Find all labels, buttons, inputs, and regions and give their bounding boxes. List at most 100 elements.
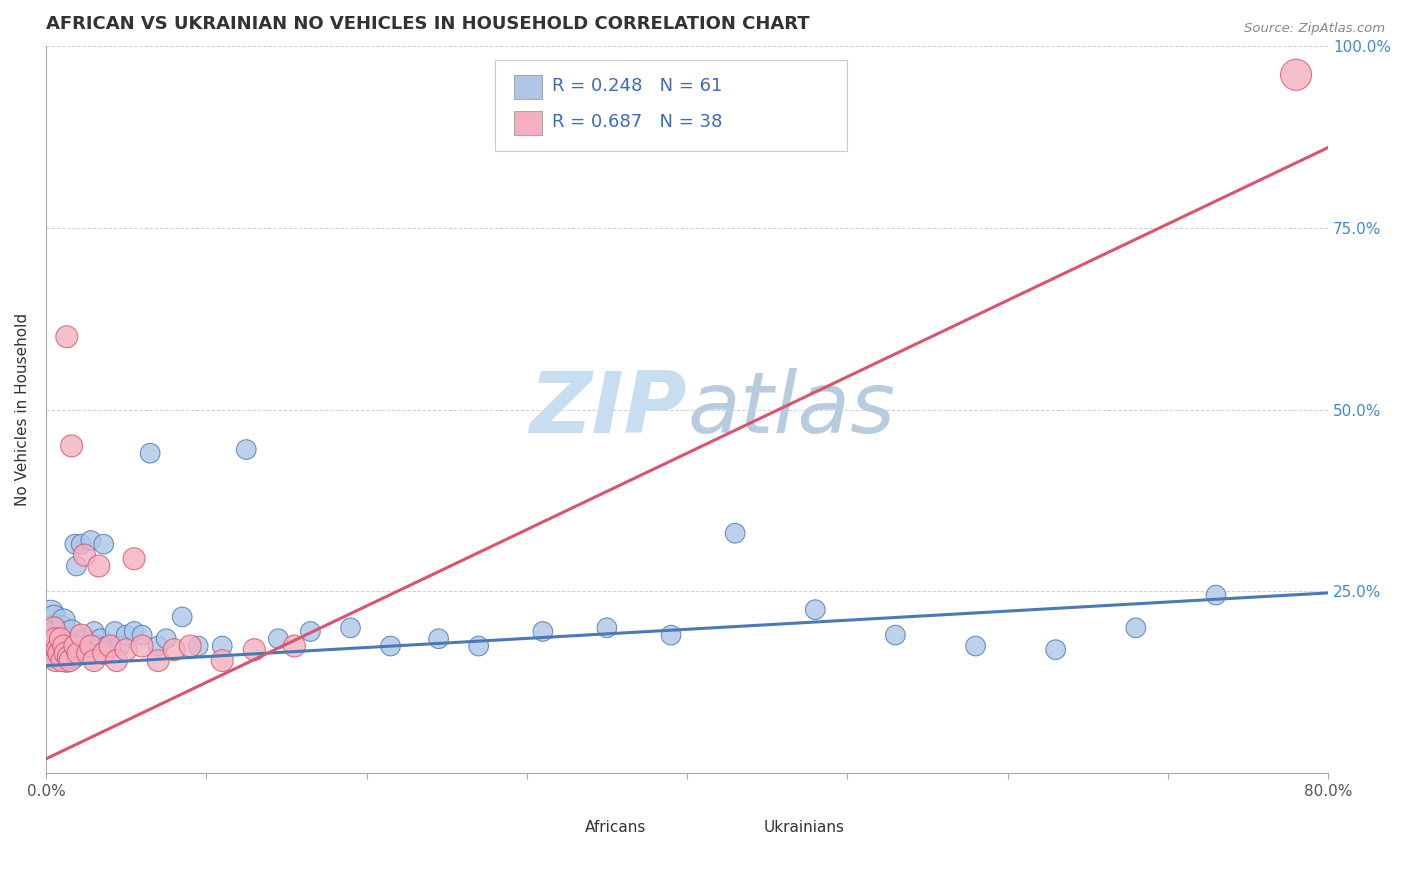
Point	[1205, 588, 1227, 602]
Point	[60, 439, 83, 453]
Point	[73, 548, 96, 562]
Point	[38, 639, 60, 653]
Point	[46, 642, 69, 657]
Text: ZIP: ZIP	[530, 368, 688, 451]
Y-axis label: No Vehicles in Household: No Vehicles in Household	[15, 313, 30, 506]
Text: R = 0.248   N = 61: R = 0.248 N = 61	[553, 77, 723, 95]
Point	[146, 654, 169, 668]
Point	[62, 649, 84, 664]
Point	[42, 642, 65, 657]
Point	[48, 632, 70, 646]
Point	[724, 526, 747, 541]
Point	[63, 639, 86, 653]
Point	[83, 624, 105, 639]
Point	[51, 654, 73, 668]
Point	[66, 646, 89, 660]
Point	[115, 628, 138, 642]
Point	[59, 654, 82, 668]
Point	[98, 639, 121, 653]
Point	[155, 632, 177, 646]
Point	[235, 442, 257, 457]
Point	[89, 632, 111, 646]
Point	[49, 632, 72, 646]
Point	[163, 642, 186, 657]
Point	[66, 646, 89, 660]
Point	[427, 632, 450, 646]
Point	[58, 649, 80, 664]
Point	[339, 621, 361, 635]
Point	[38, 628, 60, 642]
FancyBboxPatch shape	[515, 112, 543, 136]
Point	[42, 610, 65, 624]
Text: atlas: atlas	[688, 368, 896, 451]
Point	[659, 628, 682, 642]
Point	[53, 632, 76, 646]
Point	[42, 621, 65, 635]
Text: Source: ZipAtlas.com: Source: ZipAtlas.com	[1244, 22, 1385, 36]
FancyBboxPatch shape	[495, 61, 848, 151]
Point	[60, 624, 83, 639]
Point	[45, 624, 67, 639]
Point	[804, 602, 827, 616]
FancyBboxPatch shape	[725, 815, 756, 843]
Point	[70, 628, 93, 642]
Text: Ukrainians: Ukrainians	[763, 821, 845, 836]
Point	[51, 621, 73, 635]
Point	[139, 446, 162, 460]
Point	[45, 654, 67, 668]
Point	[884, 628, 907, 642]
Point	[96, 639, 118, 653]
Point	[283, 639, 305, 653]
Point	[80, 639, 103, 653]
Point	[179, 639, 201, 653]
Point	[965, 639, 987, 653]
Point	[211, 639, 233, 653]
Point	[41, 621, 63, 635]
Point	[105, 654, 128, 668]
Text: Africans: Africans	[585, 821, 645, 836]
Text: R = 0.687   N = 38: R = 0.687 N = 38	[553, 113, 723, 131]
Point	[59, 642, 82, 657]
Point	[39, 607, 62, 621]
Point	[56, 330, 79, 344]
Point	[267, 632, 290, 646]
Point	[56, 654, 79, 668]
Point	[172, 610, 194, 624]
Point	[65, 559, 87, 574]
Point	[45, 635, 67, 649]
Point	[1285, 68, 1308, 82]
Point	[104, 624, 127, 639]
Point	[46, 642, 69, 657]
Point	[87, 559, 110, 574]
Point	[49, 646, 72, 660]
Point	[52, 639, 75, 653]
Text: AFRICAN VS UKRAINIAN NO VEHICLES IN HOUSEHOLD CORRELATION CHART: AFRICAN VS UKRAINIAN NO VEHICLES IN HOUS…	[46, 15, 810, 33]
Point	[1045, 642, 1067, 657]
Point	[93, 646, 115, 660]
FancyBboxPatch shape	[546, 815, 576, 843]
Point	[70, 537, 93, 551]
Point	[146, 639, 169, 653]
Point	[76, 646, 98, 660]
Point	[53, 646, 76, 660]
Point	[122, 551, 145, 566]
Point	[187, 639, 209, 653]
Point	[93, 537, 115, 551]
Point	[98, 639, 121, 653]
Point	[39, 632, 62, 646]
Point	[211, 654, 233, 668]
Point	[83, 654, 105, 668]
Point	[131, 628, 153, 642]
Point	[131, 639, 153, 653]
Point	[108, 639, 131, 653]
Point	[52, 614, 75, 628]
Point	[42, 649, 65, 664]
Point	[76, 639, 98, 653]
Point	[73, 632, 96, 646]
Point	[122, 624, 145, 639]
Point	[48, 646, 70, 660]
Point	[243, 642, 266, 657]
Point	[1125, 621, 1147, 635]
Point	[299, 624, 322, 639]
Point	[596, 621, 619, 635]
